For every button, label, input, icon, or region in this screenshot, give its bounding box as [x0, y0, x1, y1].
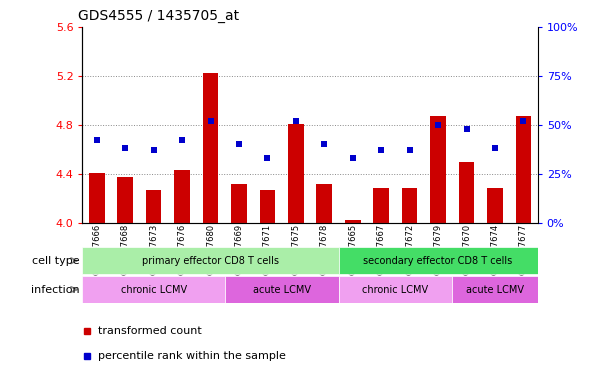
Text: chronic LCMV: chronic LCMV: [120, 285, 187, 295]
Text: percentile rank within the sample: percentile rank within the sample: [98, 351, 287, 361]
Bar: [82, 247, 338, 274]
Text: GDS4555 / 1435705_at: GDS4555 / 1435705_at: [78, 9, 239, 23]
Bar: [82, 276, 225, 303]
Bar: [260, 190, 275, 223]
Bar: [373, 189, 389, 223]
Text: acute LCMV: acute LCMV: [252, 285, 310, 295]
Text: acute LCMV: acute LCMV: [466, 285, 524, 295]
Bar: [174, 170, 190, 223]
Bar: [117, 177, 133, 223]
Bar: [225, 276, 338, 303]
Bar: [430, 116, 446, 223]
Bar: [338, 247, 538, 274]
Bar: [459, 162, 474, 223]
Text: transformed count: transformed count: [98, 326, 202, 336]
Text: primary effector CD8 T cells: primary effector CD8 T cells: [142, 256, 279, 266]
Text: infection: infection: [31, 285, 79, 295]
Bar: [203, 73, 218, 223]
Bar: [89, 172, 104, 223]
Bar: [345, 220, 360, 223]
Bar: [146, 190, 161, 223]
Bar: [338, 276, 452, 303]
Text: cell type: cell type: [32, 256, 79, 266]
Bar: [452, 276, 538, 303]
Text: chronic LCMV: chronic LCMV: [362, 285, 428, 295]
Text: secondary effector CD8 T cells: secondary effector CD8 T cells: [364, 256, 513, 266]
Bar: [288, 124, 304, 223]
Bar: [316, 184, 332, 223]
Bar: [402, 189, 417, 223]
Bar: [516, 116, 532, 223]
Bar: [231, 184, 247, 223]
Bar: [487, 189, 503, 223]
